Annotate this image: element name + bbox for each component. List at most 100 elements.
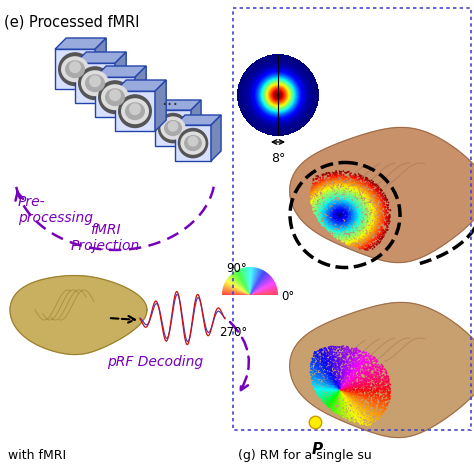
Point <box>354 217 361 225</box>
Point <box>341 383 348 390</box>
Point <box>362 218 369 225</box>
Point <box>328 374 336 381</box>
Point <box>333 209 340 217</box>
Point <box>359 390 367 397</box>
Point <box>353 187 361 194</box>
Point <box>377 367 384 374</box>
Wedge shape <box>225 283 250 295</box>
Point <box>331 176 339 183</box>
Point <box>336 211 344 219</box>
Point <box>367 218 374 225</box>
Point <box>327 210 335 218</box>
Point <box>335 201 343 209</box>
Point <box>364 180 371 188</box>
Point <box>316 197 323 205</box>
Point <box>315 202 322 210</box>
Point <box>353 374 360 382</box>
Point <box>366 232 374 239</box>
Point <box>354 362 361 369</box>
Point <box>361 227 368 235</box>
Point <box>336 389 343 396</box>
Point <box>345 182 352 190</box>
Point <box>333 378 340 386</box>
Point <box>357 379 365 386</box>
Point <box>324 390 331 397</box>
Point <box>384 386 392 393</box>
Point <box>341 363 349 370</box>
Point <box>316 372 324 379</box>
Point <box>326 361 333 368</box>
Point <box>333 201 340 209</box>
Point <box>360 403 367 410</box>
Wedge shape <box>250 292 278 295</box>
Point <box>363 242 370 249</box>
Point <box>372 188 379 195</box>
Point <box>328 377 336 385</box>
Point <box>376 384 384 392</box>
Point <box>367 401 375 409</box>
Point <box>348 378 356 385</box>
Point <box>338 210 346 218</box>
Point <box>347 368 355 375</box>
Point <box>343 351 351 359</box>
Point <box>311 181 319 189</box>
Point <box>356 182 363 190</box>
Point <box>346 186 354 193</box>
Point <box>350 188 358 195</box>
Point <box>340 368 347 376</box>
Point <box>330 169 337 177</box>
Point <box>358 238 366 246</box>
Point <box>365 191 373 199</box>
Point <box>315 371 322 378</box>
Point <box>325 199 332 206</box>
Point <box>320 218 328 226</box>
Point <box>342 353 349 361</box>
Point <box>342 389 350 397</box>
Point <box>334 211 341 219</box>
Point <box>342 370 349 378</box>
Point <box>339 202 347 210</box>
Point <box>366 366 374 374</box>
Point <box>373 398 380 405</box>
Point <box>314 172 322 180</box>
Point <box>347 193 355 201</box>
Point <box>366 228 374 235</box>
Point <box>318 205 326 213</box>
Point <box>375 204 383 212</box>
Point <box>325 203 333 210</box>
Point <box>358 361 365 368</box>
Point <box>347 375 355 383</box>
Point <box>361 191 369 199</box>
Point <box>344 220 351 228</box>
Point <box>315 191 323 199</box>
Wedge shape <box>227 279 250 295</box>
Point <box>344 383 352 390</box>
Point <box>335 392 343 400</box>
Point <box>370 207 377 215</box>
Point <box>327 220 334 228</box>
Point <box>361 395 368 403</box>
Point <box>372 191 379 199</box>
Point <box>355 352 362 359</box>
Point <box>319 394 326 401</box>
Point <box>343 361 350 369</box>
Wedge shape <box>250 282 275 295</box>
Point <box>353 374 361 381</box>
Point <box>343 235 350 243</box>
Point <box>310 209 318 216</box>
Point <box>323 221 331 229</box>
Point <box>344 380 351 388</box>
Point <box>365 225 373 233</box>
Point <box>319 205 326 212</box>
Point <box>378 224 386 231</box>
Point <box>376 374 383 382</box>
Point <box>312 384 320 392</box>
Point <box>323 221 330 229</box>
Point <box>332 399 340 406</box>
Point <box>383 392 391 400</box>
Point <box>377 226 384 234</box>
Point <box>319 346 326 354</box>
Point <box>344 365 351 372</box>
Point <box>358 413 365 421</box>
Point <box>347 389 355 397</box>
